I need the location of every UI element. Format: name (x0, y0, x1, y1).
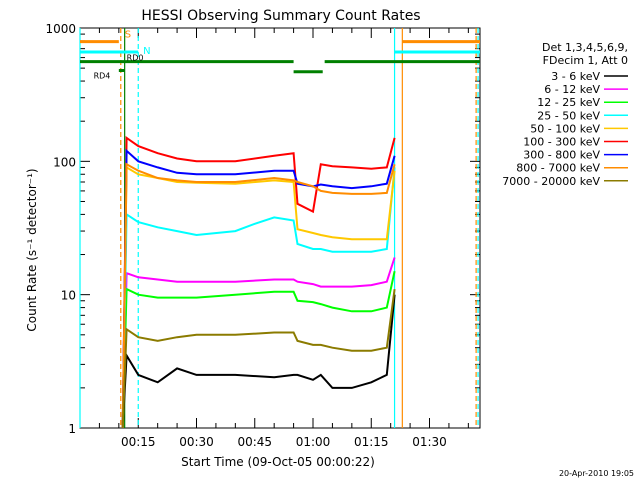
y-tick-label: 10 (61, 289, 76, 303)
legend-label: 12 - 25 keV (537, 96, 600, 109)
y-tick-label: 100 (53, 155, 76, 169)
x-tick-label: 00:45 (237, 435, 272, 449)
y-axis-label: Count Rate (s⁻¹ detector⁻¹) (25, 168, 39, 331)
legend-label: 25 - 50 keV (537, 109, 600, 122)
legend-label: 6 - 12 keV (544, 83, 600, 96)
series-line (121, 162, 396, 429)
legend-header-line-2: FDecim 1, Att 0 (543, 54, 628, 67)
legend-label: 3 - 6 keV (551, 70, 600, 83)
legend-label: 100 - 300 keV (523, 136, 600, 149)
series-line (121, 135, 396, 429)
x-tick-label: 01:30 (412, 435, 447, 449)
x-tick-label: 01:15 (354, 435, 389, 449)
x-tick-label: 00:15 (121, 435, 156, 449)
series-line (121, 257, 396, 429)
state-label-rd0: RD0 (127, 54, 144, 63)
y-tick-label: 1 (68, 422, 76, 436)
state-label-s: S (125, 30, 131, 41)
x-tick-label: 00:30 (179, 435, 214, 449)
legend-label: 800 - 7000 keV (516, 162, 600, 175)
series-line (121, 288, 396, 429)
series-line (121, 270, 396, 429)
legend-label: 300 - 800 keV (523, 149, 600, 162)
x-axis-label: Start Time (09-Oct-05 00:00:22) (181, 455, 375, 469)
series-line (121, 148, 396, 429)
legend-label: 7000 - 20000 keV (502, 175, 600, 188)
state-label-rd4: RD4 (94, 72, 111, 81)
state-label-n: N (143, 46, 150, 57)
legend-header-line-1: Det 1,3,4,5,6,9, (542, 41, 628, 54)
series-line (121, 165, 396, 429)
y-tick-label: 1000 (45, 22, 76, 36)
legend-label: 50 - 100 keV (530, 122, 600, 135)
series-line (121, 294, 396, 429)
series-line (121, 167, 396, 429)
date-stamp: 20-Apr-2010 19:05 (559, 469, 634, 478)
chart-title: HESSI Observing Summary Count Rates (141, 8, 420, 24)
x-tick-label: 01:00 (296, 435, 331, 449)
plot-frame (79, 27, 481, 429)
